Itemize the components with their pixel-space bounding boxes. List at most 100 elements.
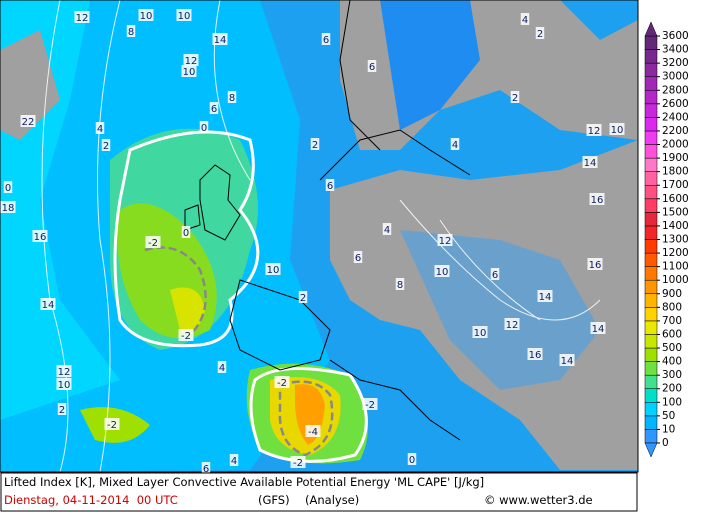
label-box — [437, 234, 453, 246]
contour-label: -2 — [293, 458, 303, 469]
label-box — [178, 329, 194, 341]
label-box — [367, 60, 377, 72]
label-box — [504, 318, 520, 330]
colorbar-tick-label: 1500 — [662, 206, 689, 218]
colorbar-tick-label: 50 — [662, 410, 675, 422]
label-box — [527, 348, 543, 360]
map — [0, 0, 639, 473]
contour-label: -2 — [277, 378, 287, 389]
colorbar-box — [644, 212, 658, 227]
contour-label: 12 — [439, 236, 452, 247]
contour-label: -2 — [181, 331, 191, 342]
contour-zero — [113, 130, 260, 348]
label-box — [40, 298, 56, 310]
colorbar-tick-label: 200 — [662, 383, 682, 395]
label-box — [325, 179, 335, 191]
contour-label: 6 — [355, 253, 361, 264]
colorbar-box — [644, 415, 658, 430]
label-box — [589, 193, 605, 205]
label-box — [199, 121, 209, 133]
contour-label: 10 — [140, 11, 153, 22]
label-box — [0, 201, 16, 213]
label-box — [490, 268, 500, 280]
label-box — [183, 54, 199, 66]
colorbar-tick-label: 2000 — [662, 139, 689, 151]
label-box — [56, 365, 72, 377]
contour-label: 16 — [589, 260, 602, 271]
colorbar-tick-label: 800 — [662, 301, 682, 313]
colorbar-box — [644, 293, 658, 308]
colorbar-arrow-bottom — [644, 442, 658, 458]
field-yellow — [170, 287, 205, 331]
colorbar-tick-label: 300 — [662, 369, 682, 381]
contour-label: 12 — [506, 320, 519, 331]
colorbar-tick-label: 10 — [662, 423, 675, 435]
colorbar-box — [644, 35, 658, 50]
contour-label: 6 — [211, 104, 217, 115]
contour-label: 16 — [591, 195, 604, 206]
label-box — [176, 9, 192, 21]
label-box — [104, 418, 120, 430]
colorbar-box — [644, 62, 658, 77]
contour-label: 2 — [103, 141, 109, 152]
contour-label: 16 — [34, 232, 47, 243]
colorbar-tick-label: 1200 — [662, 247, 689, 259]
label-box — [3, 181, 13, 193]
label-box — [145, 236, 161, 248]
colorbar-box — [644, 130, 658, 145]
contour-label: 6 — [203, 464, 209, 475]
label-box — [57, 403, 67, 415]
contour-label: 2 — [537, 29, 543, 40]
contour-label: 10 — [58, 380, 71, 391]
label-box — [450, 138, 460, 150]
contour-label: 8 — [229, 93, 235, 104]
label-box — [209, 102, 219, 114]
colorbar-box — [644, 361, 658, 376]
label-box — [407, 453, 417, 465]
contour-label: 6 — [369, 62, 375, 73]
label-box — [305, 425, 321, 437]
contour-label: 14 — [592, 324, 605, 335]
label-box — [265, 263, 281, 275]
colorbar-box — [644, 171, 658, 186]
label-box — [472, 326, 488, 338]
label-box — [535, 27, 545, 39]
colorbar-tick-label: 500 — [662, 342, 682, 354]
colorbar-box — [644, 279, 658, 295]
colorbar-tick-label: 1300 — [662, 234, 689, 246]
footer-model: (GFS) — [258, 493, 290, 507]
contour-label: 8 — [397, 280, 403, 291]
label-box — [20, 115, 36, 127]
label-box — [126, 25, 136, 37]
label-box — [181, 65, 197, 77]
colorbar-tick-label: 3200 — [662, 57, 689, 69]
label-box — [212, 33, 228, 45]
colorbar-tick-label: 600 — [662, 328, 682, 340]
colorbar-box — [644, 388, 658, 403]
colorbar-tick-label: 1600 — [662, 193, 689, 205]
contour-label: -2 — [365, 400, 375, 411]
label-box — [353, 251, 363, 263]
footer-date: Dienstag, 04-11-2014 00 UTC — [4, 493, 178, 507]
colorbar-box — [644, 103, 658, 118]
contour-label: 14 — [584, 158, 597, 169]
colorbar-tick-label: 1000 — [662, 274, 689, 286]
footer-description: Lifted Index [K], Mixed Layer Convective… — [4, 475, 484, 489]
colorbar-box — [644, 252, 658, 267]
colorbar-box — [644, 374, 658, 389]
label-box — [32, 230, 48, 242]
colorbar-tick-label: 1400 — [662, 220, 689, 232]
colorbar-box — [644, 402, 658, 417]
colorbar-tick-label: 700 — [662, 315, 682, 327]
colorbar-tick-label: 2600 — [662, 98, 689, 110]
contour-label: 4 — [231, 456, 237, 467]
label-box — [559, 354, 575, 366]
label-box — [510, 91, 520, 103]
contour-label: 10 — [474, 328, 487, 339]
contour-label: -4 — [308, 427, 318, 438]
label-box — [101, 139, 111, 151]
colorbar-tick-label: 100 — [662, 396, 682, 408]
contour-label: 8 — [128, 27, 134, 38]
colorbar-box — [644, 117, 658, 132]
